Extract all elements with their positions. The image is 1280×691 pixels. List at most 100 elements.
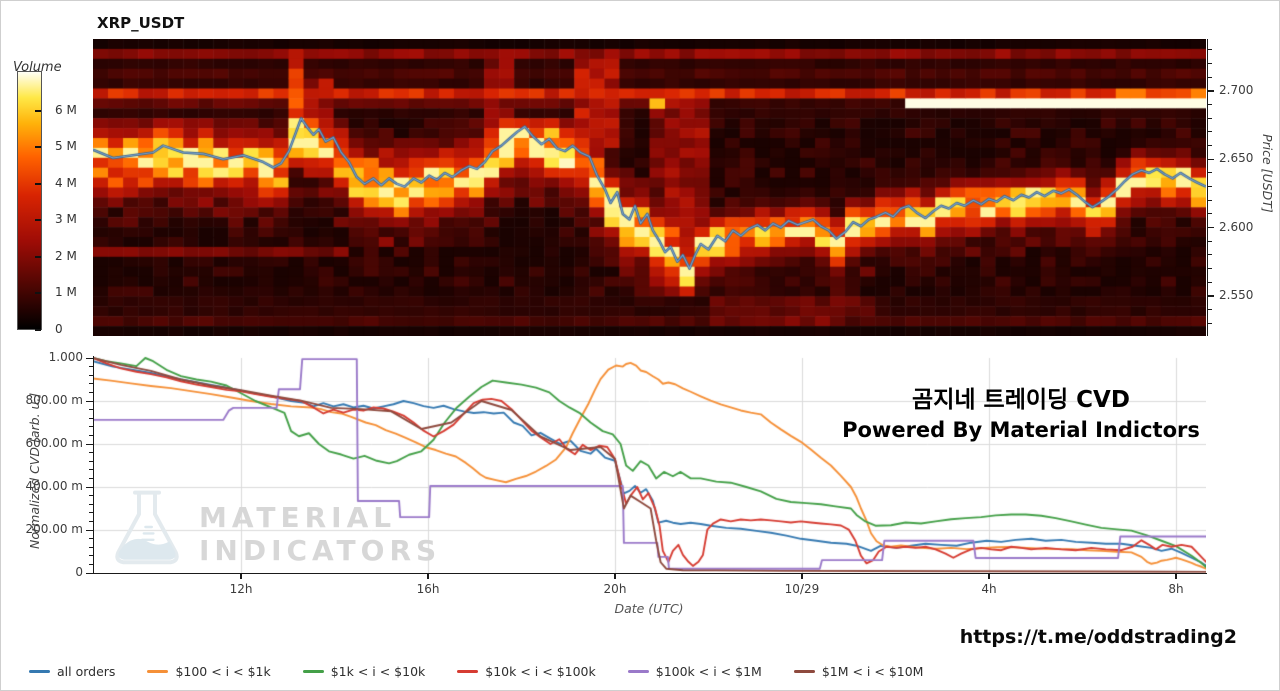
page-title: XRP_USDT xyxy=(97,14,185,32)
colorbar-tick-label: 6 M xyxy=(55,102,77,117)
price-minor-tick xyxy=(1208,186,1212,188)
cvd-x-tick-label: 12h xyxy=(229,582,253,596)
cvd-y-minor-tick xyxy=(89,374,93,376)
legend-swatch xyxy=(302,670,324,673)
price-major-tick xyxy=(1208,158,1214,161)
cvd-y-minor-tick xyxy=(89,417,93,419)
colorbar-tick xyxy=(35,255,41,258)
telegram-url-text: https://t.me/oddstrading2 xyxy=(959,626,1237,648)
legend-label: $100 < i < $1k xyxy=(175,664,271,679)
cvd-y-minor-tick xyxy=(89,512,93,514)
cvd-y-minor-tick xyxy=(89,452,93,454)
cvd-y-minor-tick xyxy=(89,503,93,505)
price-minor-tick xyxy=(1208,308,1212,310)
annotation-overlay: 곰지네 트레이딩 CVD Powered By Material Indicto… xyxy=(839,385,1203,445)
cvd-y-major-tick xyxy=(86,572,93,574)
annotation-line2: Powered By Material Indictors xyxy=(842,418,1200,442)
cvd-y-minor-tick xyxy=(89,520,93,522)
cvd-y-tick-label: 200.00 m xyxy=(25,522,84,536)
cvd-x-tick-label: 16h xyxy=(416,582,440,596)
price-minor-tick xyxy=(1208,172,1212,174)
cvd-y-minor-tick xyxy=(89,434,93,436)
cvd-y-tick-label: 800.00 m xyxy=(25,393,84,407)
price-minor-tick xyxy=(1208,254,1212,256)
cvd-y-major-tick xyxy=(86,443,93,445)
cvd-bottom-spine xyxy=(93,573,1207,574)
legend-item: $10k < i < $100k xyxy=(457,664,596,679)
legend-label: all orders xyxy=(57,664,116,679)
cvd-x-tick-label: 4h xyxy=(981,582,997,596)
volume-colorbar xyxy=(17,71,42,330)
price-major-tick xyxy=(1208,227,1214,229)
cvd-legend: all orders $100 < i < $1k $1k < i < $10k $1… xyxy=(29,664,923,679)
colorbar-tick xyxy=(35,329,41,331)
price-tick-label: 2.650 xyxy=(1219,151,1254,166)
price-minor-tick xyxy=(1208,322,1212,324)
cvd-x-tick-label: 8h xyxy=(1168,582,1184,596)
colorbar-tick xyxy=(35,146,41,149)
cvd-y-minor-tick xyxy=(89,426,93,428)
cvd-x-tick-label: 10/29 xyxy=(784,582,820,596)
price-minor-tick xyxy=(1208,49,1212,51)
cvd-left-spine xyxy=(93,356,94,574)
price-tick-label: 2.600 xyxy=(1219,219,1254,234)
cvd-y-minor-tick xyxy=(89,391,93,393)
cvd-y-tick-label: 1.000 xyxy=(48,350,83,364)
orderbook-heatmap-canvas xyxy=(93,39,1206,336)
legend-swatch xyxy=(29,670,50,673)
colorbar-tick-label: 1 M xyxy=(55,285,77,300)
cvd-y-minor-tick xyxy=(89,383,93,385)
colorbar-tick xyxy=(35,292,41,295)
price-axis-label: Price [USDT] xyxy=(1260,134,1275,213)
cvd-y-major-tick xyxy=(86,486,93,488)
legend-item: $1M < i < $10M xyxy=(793,664,924,679)
cvd-y-minor-tick xyxy=(89,366,93,368)
cvd-y-minor-tick xyxy=(89,555,93,557)
cvd-y-axis-label: Normalized CVD [arb. u.] xyxy=(27,392,42,549)
colorbar-tick-label: 2 M xyxy=(55,248,77,263)
legend-label: $10k < i < $100k xyxy=(485,664,596,679)
colorbar-tick xyxy=(35,109,41,112)
cvd-y-tick-label: 0 xyxy=(75,565,83,579)
cvd-y-major-tick xyxy=(86,529,93,531)
legend-label: $1M < i < $10M xyxy=(821,664,924,679)
price-minor-tick xyxy=(1208,104,1212,106)
cvd-x-axis-label: Date (UTC) xyxy=(614,601,684,616)
cvd-y-minor-tick xyxy=(89,546,93,548)
price-minor-tick xyxy=(1208,117,1212,119)
colorbar-tick-label: 0 xyxy=(55,322,63,336)
colorbar-tick-label: 4 M xyxy=(55,175,77,190)
legend-swatch xyxy=(457,670,479,673)
legend-label: $100k < i < $1M xyxy=(655,664,762,679)
legend-item: $1k < i < $10k xyxy=(302,664,426,679)
price-axis-spine xyxy=(1207,39,1208,336)
price-minor-tick xyxy=(1208,199,1212,201)
price-minor-tick xyxy=(1208,76,1212,78)
legend-swatch xyxy=(147,670,169,673)
legend-swatch xyxy=(793,670,815,673)
cvd-y-major-tick xyxy=(86,357,93,359)
cvd-y-minor-tick xyxy=(89,563,93,565)
legend-swatch xyxy=(627,670,649,673)
legend-label: $1k < i < $10k xyxy=(330,664,426,679)
price-minor-tick xyxy=(1208,267,1212,269)
cvd-y-minor-tick xyxy=(89,460,93,462)
colorbar-tick-label: 5 M xyxy=(55,139,77,154)
cvd-y-minor-tick xyxy=(89,469,93,471)
cvd-y-minor-tick xyxy=(89,538,93,540)
cvd-lines-canvas xyxy=(93,349,1206,577)
annotation-line1: 곰지네 트레이딩 CVD xyxy=(912,387,1130,413)
cvd-y-tick-label: 400.00 m xyxy=(25,479,84,493)
price-minor-tick xyxy=(1208,281,1212,283)
price-minor-tick xyxy=(1208,213,1212,215)
legend-item: $100k < i < $1M xyxy=(627,664,762,679)
cvd-y-minor-tick xyxy=(89,495,93,497)
price-minor-tick xyxy=(1208,131,1212,133)
cvd-y-major-tick xyxy=(86,400,93,402)
legend-item: all orders xyxy=(29,664,115,679)
cvd-x-tick-label: 20h xyxy=(603,582,627,596)
price-major-tick xyxy=(1208,295,1214,297)
colorbar-tick-label: 3 M xyxy=(55,212,77,227)
cvd-y-tick-label: 600.00 m xyxy=(25,436,84,450)
